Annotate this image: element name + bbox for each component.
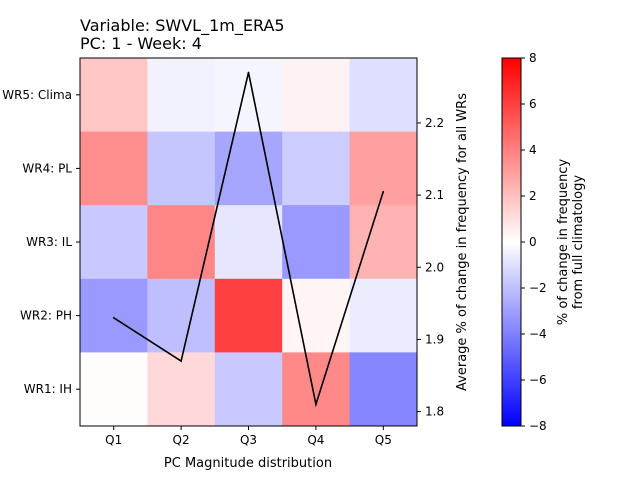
- x-axis-label: PC Magnitude distribution: [164, 456, 332, 471]
- colorbar-tick-label: −4: [529, 327, 547, 341]
- column-label: Q4: [307, 433, 324, 447]
- heatmap-cell: [214, 352, 283, 427]
- average-change-point: [247, 71, 250, 74]
- secondary-tick-label: 1.9: [425, 332, 444, 346]
- heatmap-cell: [349, 205, 418, 280]
- row-label: WR1: IH: [24, 382, 72, 396]
- heatmap-cell: [147, 58, 216, 133]
- heatmap-cell: [80, 131, 148, 206]
- colorbar-gradient: [501, 57, 522, 427]
- heatmap-cell: [147, 205, 216, 280]
- average-change-point: [112, 316, 115, 319]
- colorbar-tick-label: 2: [529, 189, 537, 203]
- heatmap-cell: [282, 205, 351, 280]
- average-change-point: [382, 190, 385, 193]
- row-label: WR4: PL: [22, 161, 72, 175]
- heatmap-cell: [147, 352, 216, 427]
- colorbar-label-line1: % of change in frequency: [556, 159, 571, 326]
- column-label: Q1: [105, 433, 122, 447]
- secondary-tick-label: 2.1: [425, 188, 444, 202]
- heatmap-cell: [282, 352, 351, 427]
- chart-title-line1: Variable: SWVL_1m_ERA5: [80, 16, 285, 36]
- heatmap-cell: [80, 278, 148, 353]
- column-labels: Q1 Q2 Q3 Q4 Q5: [105, 426, 392, 447]
- row-label: WR2: PH: [20, 309, 72, 323]
- colorbar-tick-label: −2: [529, 281, 547, 295]
- heatmap-cell: [214, 205, 283, 280]
- column-label: Q5: [375, 433, 392, 447]
- colorbar-tick-label: 0: [529, 235, 537, 249]
- heatmap-cell: [147, 278, 216, 353]
- heatmap-cell: [214, 278, 283, 353]
- secondary-tick-label: 2.2: [425, 116, 444, 130]
- colorbar-tick-label: 8: [529, 51, 537, 65]
- colorbar-tick-label: −6: [529, 373, 547, 387]
- colorbar-label-line2: from full climatology: [571, 175, 586, 309]
- average-change-point: [180, 360, 182, 362]
- colorbar-tick-label: −8: [529, 419, 547, 433]
- row-label: WR5: Clima: [2, 88, 72, 102]
- heatmap-cell: [80, 205, 148, 280]
- average-change-point: [315, 403, 317, 406]
- chart-title-line2: PC: 1 - Week: 4: [80, 34, 202, 53]
- secondary-tick-label: 1.8: [425, 405, 444, 419]
- heatmap-cell: [349, 58, 418, 133]
- colorbar-tick-label: 4: [529, 143, 537, 157]
- heatmap-cells: [79, 57, 418, 427]
- heatmap-cell: [80, 58, 148, 133]
- column-label: Q3: [240, 433, 257, 447]
- heatmap-cell: [349, 278, 418, 353]
- colorbar-tick-label: 6: [529, 97, 537, 111]
- row-label: WR3: IL: [26, 235, 72, 249]
- secondary-axis: 1.8 1.9 2.0 2.1 2.2: [112, 71, 444, 419]
- secondary-tick-label: 2.0: [425, 260, 444, 274]
- heatmap-cell: [80, 352, 148, 427]
- colorbar: −8 −6 −4 −2 0 2 4 6 8: [501, 51, 547, 433]
- heatmap-cell: [282, 131, 351, 206]
- heatmap-cell: [349, 131, 418, 206]
- secondary-axis-label: Average % of change in frequency for all…: [455, 93, 470, 391]
- heatmap-cell: [147, 131, 216, 206]
- row-labels: WR5: Clima WR4: PL WR3: IL WR2: PH WR1: IH: [2, 88, 80, 396]
- heatmap-cell: [214, 58, 283, 133]
- heatmap-cell: [282, 58, 351, 133]
- column-label: Q2: [173, 433, 190, 447]
- heatmap-cell: [349, 352, 418, 427]
